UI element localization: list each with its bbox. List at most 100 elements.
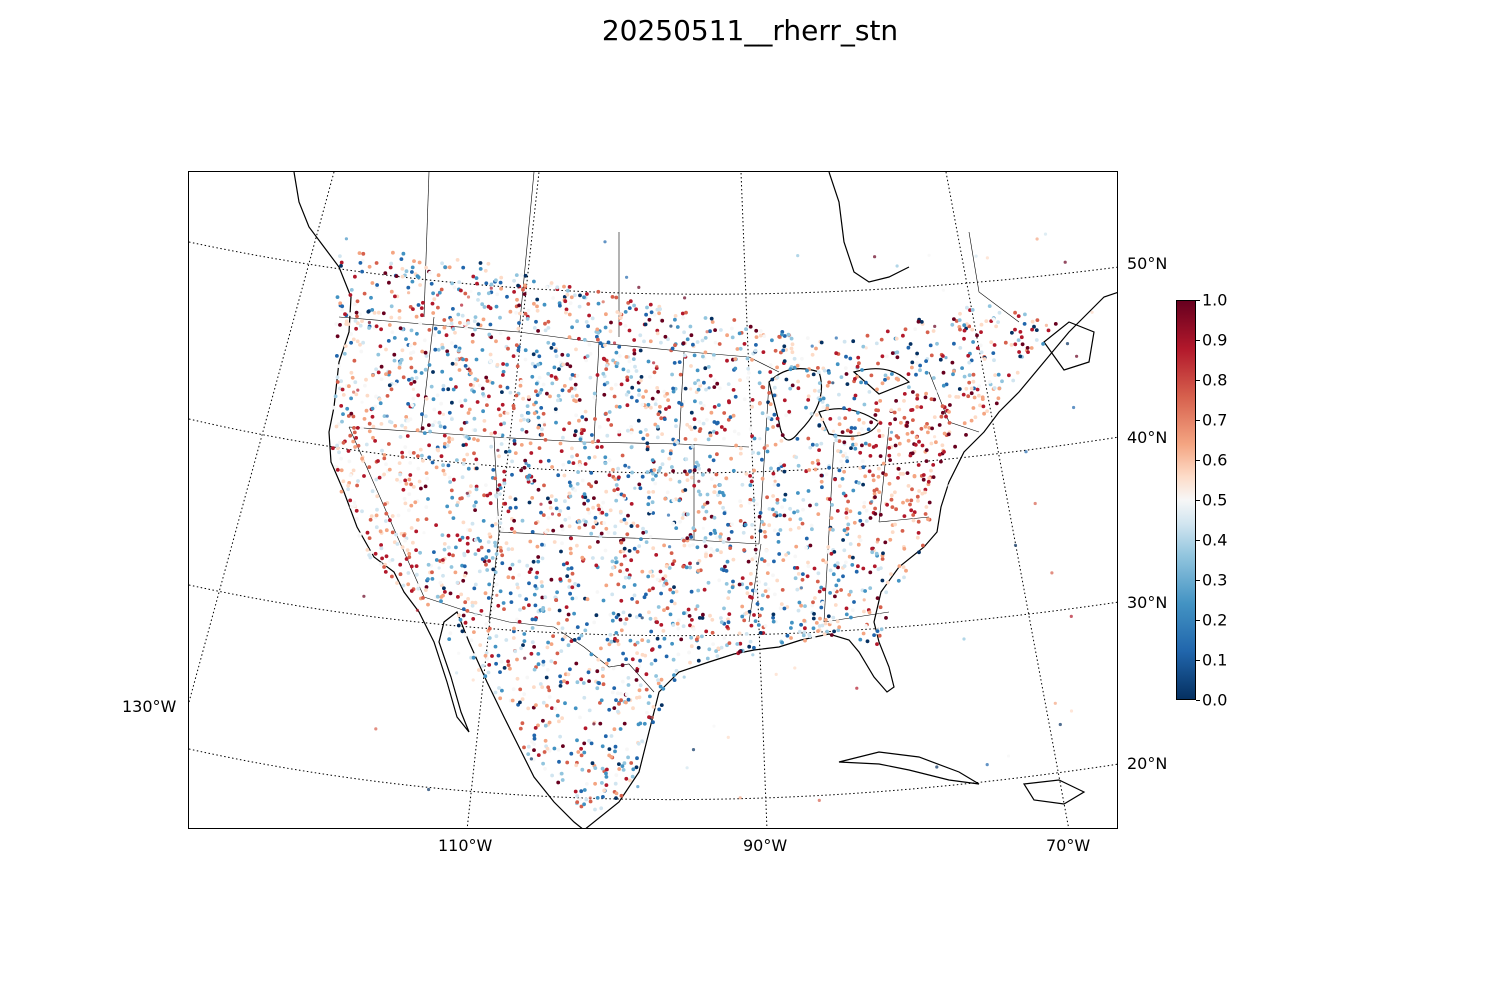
station-marker xyxy=(390,530,395,535)
station-marker xyxy=(495,362,500,367)
station-marker xyxy=(555,285,560,290)
station-marker xyxy=(844,511,849,515)
station-marker xyxy=(656,389,660,394)
station-marker xyxy=(503,501,508,506)
station-marker xyxy=(892,410,897,415)
station-marker xyxy=(398,360,403,365)
station-marker xyxy=(577,398,582,402)
station-marker xyxy=(545,391,549,396)
station-marker xyxy=(362,291,367,296)
station-marker xyxy=(532,733,537,738)
station-marker xyxy=(541,761,545,766)
station-marker xyxy=(712,353,716,357)
station-marker xyxy=(500,527,505,532)
station-marker xyxy=(753,348,758,353)
station-marker xyxy=(476,548,481,552)
station-marker xyxy=(738,649,742,654)
station-marker xyxy=(906,484,911,488)
station-marker xyxy=(487,332,492,337)
station-marker xyxy=(344,237,348,241)
station-marker xyxy=(608,508,613,513)
station-marker xyxy=(482,419,487,423)
station-marker xyxy=(424,354,429,358)
station-marker xyxy=(504,450,508,454)
station-marker xyxy=(496,603,501,608)
station-marker xyxy=(421,300,425,305)
station-marker xyxy=(456,348,461,353)
station-marker xyxy=(656,678,660,682)
station-marker xyxy=(779,602,784,606)
station-marker xyxy=(494,494,499,499)
station-marker xyxy=(1018,354,1023,359)
station-marker xyxy=(355,426,360,430)
station-marker xyxy=(705,418,709,422)
station-marker xyxy=(499,549,503,553)
station-marker xyxy=(808,445,813,450)
station-marker xyxy=(493,540,497,545)
station-marker xyxy=(614,350,619,355)
station-marker xyxy=(533,617,538,622)
station-marker xyxy=(952,341,956,346)
station-marker xyxy=(455,458,459,462)
station-marker xyxy=(477,383,482,388)
station-marker xyxy=(344,319,349,324)
station-marker xyxy=(529,651,534,656)
station-marker xyxy=(522,639,527,643)
station-marker xyxy=(971,379,976,384)
station-marker xyxy=(550,706,554,710)
station-marker xyxy=(515,352,520,356)
station-marker xyxy=(438,580,443,585)
station-marker xyxy=(414,529,419,534)
station-marker xyxy=(914,435,919,440)
station-marker xyxy=(689,333,694,338)
station-marker xyxy=(355,314,359,319)
station-marker xyxy=(665,490,670,495)
station-marker xyxy=(811,626,816,631)
station-marker xyxy=(609,572,614,577)
station-marker xyxy=(622,761,627,766)
station-marker xyxy=(848,589,853,594)
station-marker xyxy=(625,747,629,752)
station-marker xyxy=(859,427,864,431)
station-marker xyxy=(464,620,468,624)
station-marker xyxy=(705,492,710,497)
station-marker xyxy=(724,582,729,586)
station-marker xyxy=(559,549,563,554)
station-marker xyxy=(796,463,801,468)
station-marker xyxy=(473,315,478,319)
station-marker xyxy=(816,461,821,466)
station-marker xyxy=(415,274,420,279)
station-marker xyxy=(462,551,467,556)
station-marker xyxy=(541,700,546,705)
station-marker xyxy=(996,396,1001,401)
station-marker xyxy=(757,370,762,375)
station-marker xyxy=(700,338,705,343)
station-marker xyxy=(941,370,946,375)
station-marker xyxy=(851,442,855,447)
station-marker xyxy=(474,500,478,505)
station-marker xyxy=(738,641,743,646)
station-marker xyxy=(513,497,518,502)
station-marker xyxy=(420,412,424,417)
station-marker xyxy=(362,474,366,478)
station-marker xyxy=(561,462,566,467)
station-marker xyxy=(638,333,643,338)
station-marker xyxy=(852,600,856,604)
station-marker xyxy=(564,310,568,315)
station-marker xyxy=(488,501,493,506)
station-marker xyxy=(547,607,552,612)
station-marker xyxy=(728,415,733,419)
station-marker xyxy=(894,507,898,512)
station-marker xyxy=(612,686,617,690)
station-marker xyxy=(885,580,890,585)
station-marker xyxy=(975,387,980,392)
station-marker xyxy=(751,450,755,455)
station-marker xyxy=(852,520,857,525)
station-marker xyxy=(629,524,634,528)
station-marker xyxy=(431,291,435,296)
station-marker xyxy=(614,791,619,796)
station-marker xyxy=(362,417,367,421)
meridian-110w xyxy=(466,172,540,828)
station-marker xyxy=(469,638,474,643)
station-marker xyxy=(654,473,658,478)
